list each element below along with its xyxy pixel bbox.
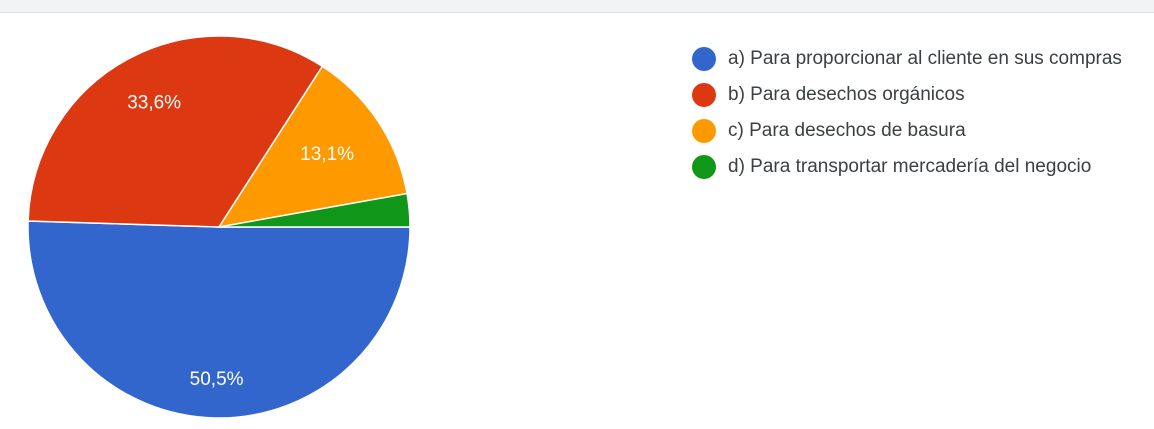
legend-swatch xyxy=(692,83,716,107)
legend-swatch xyxy=(692,155,716,179)
slice-label: 50,5% xyxy=(190,369,244,390)
pie-slice xyxy=(217,65,408,229)
pie-slice xyxy=(27,35,324,228)
legend-item: d) Para transportar mercadería del negoc… xyxy=(692,153,1154,180)
legend-swatch xyxy=(692,47,716,71)
legend-item: a) Para proporcionar al cliente en sus c… xyxy=(692,45,1154,72)
pie-slice xyxy=(27,220,411,419)
legend-swatch xyxy=(692,119,716,143)
pie-chart: 50,5% 33,6% 13,1% xyxy=(27,35,411,419)
legend-label: a) Para proporcionar al cliente en sus c… xyxy=(728,48,1122,69)
legend-item: c) Para desechos de basura xyxy=(692,117,1154,144)
legend-item: b) Para desechos orgánicos xyxy=(692,81,1154,108)
card: 50,5% 33,6% 13,1% a) Para proporcionar al … xyxy=(0,12,1154,429)
pie-slice xyxy=(218,192,411,228)
legend-label: d) Para transportar mercadería del negoc… xyxy=(728,156,1092,177)
slice-label: 13,1% xyxy=(300,144,354,165)
legend-label: c) Para desechos de basura xyxy=(728,120,966,141)
slice-label: 33,6% xyxy=(127,93,181,114)
legend-label: b) Para desechos orgánicos xyxy=(728,84,965,105)
legend: a) Para proporcionar al cliente en sus c… xyxy=(692,45,1154,189)
